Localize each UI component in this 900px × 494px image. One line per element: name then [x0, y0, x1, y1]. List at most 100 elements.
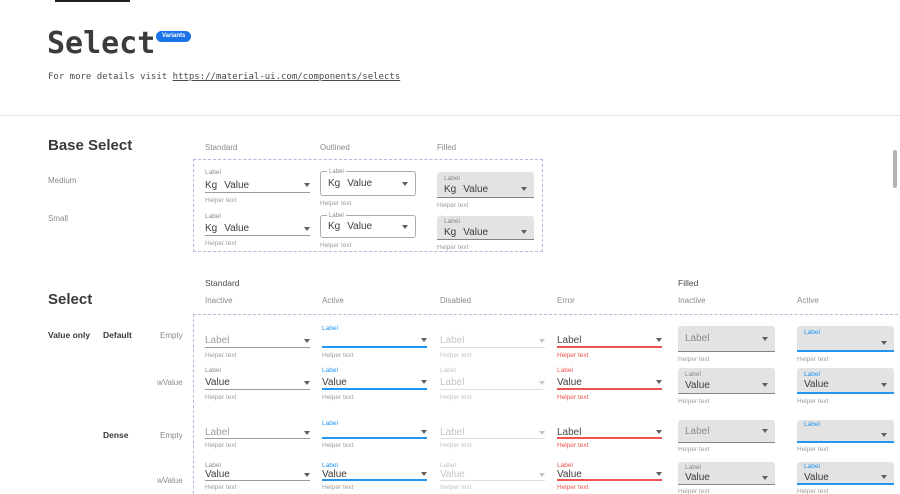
- dropdown-arrow-icon: [762, 429, 768, 433]
- base-select-spec-frame: [193, 159, 543, 252]
- select-control[interactable]: Label: [678, 420, 775, 443]
- select-control[interactable]: Label Value: [797, 368, 894, 394]
- select-dense-error-wvalue: Label Value Helper text: [557, 461, 662, 491]
- select-control[interactable]: Label Kg Value: [437, 216, 534, 240]
- select-control[interactable]: Value: [205, 376, 310, 390]
- select-standard-inactive-empty: Label Helper text: [205, 324, 310, 359]
- floating-label: [205, 419, 310, 427]
- floating-label: Label: [205, 367, 221, 374]
- floating-label: Label: [804, 421, 820, 428]
- helper-text: Helper text: [320, 242, 352, 249]
- helper-text: Helper text: [205, 352, 237, 359]
- dropdown-arrow-icon: [539, 380, 545, 385]
- select-value: Label: [557, 426, 582, 438]
- select-dense-active-empty: Label Helper text: [322, 419, 427, 449]
- dropdown-arrow-icon: [762, 383, 768, 387]
- row-header-wvalue-default: wValue: [157, 378, 183, 387]
- col-header-error: Error: [557, 296, 575, 305]
- select-control[interactable]: Label Value: [678, 462, 775, 485]
- base-select-filled-small: Label Kg Value Helper text: [437, 216, 534, 251]
- select-control[interactable]: Value: [557, 469, 662, 481]
- select-standard-active-wvalue: Label Value Helper text: [322, 366, 427, 401]
- select-control[interactable]: Value: [440, 469, 545, 481]
- helper-text: Helper text: [678, 398, 710, 405]
- select-control[interactable]: Value: [557, 376, 662, 390]
- dropdown-arrow-icon: [881, 433, 887, 437]
- floating-label: [440, 419, 545, 427]
- col-header-disabled: Disabled: [440, 296, 472, 305]
- select-control[interactable]: Label: [205, 427, 310, 439]
- floating-label: Label: [444, 218, 460, 225]
- col-header-filled-inactive: Inactive: [678, 296, 706, 305]
- adornment: Kg: [328, 178, 341, 189]
- floating-label: Label: [444, 175, 460, 182]
- dropdown-arrow-icon: [539, 472, 545, 477]
- material-ui-link[interactable]: https://material-ui.com/components/selec…: [172, 72, 401, 82]
- subtitle: For more details visit https://material-…: [48, 72, 400, 82]
- select-control[interactable]: Label: [797, 420, 894, 443]
- select-control[interactable]: Label Kg Value: [437, 172, 534, 198]
- adornment: Kg: [205, 179, 218, 191]
- floating-label: Label: [205, 169, 221, 176]
- adornment: Kg: [205, 223, 218, 234]
- dropdown-arrow-icon: [521, 187, 527, 191]
- select-control[interactable]: Label Value: [678, 368, 775, 394]
- select-value: Label: [557, 334, 582, 346]
- select-dense-inactive-wvalue: Label Value Helper text: [205, 461, 310, 491]
- select-control[interactable]: Label Value: [797, 462, 894, 485]
- select-control[interactable]: Label: [557, 334, 662, 348]
- select-control[interactable]: Label: [440, 334, 545, 348]
- base-select-heading: Base Select: [48, 137, 133, 154]
- row-header-small: Small: [48, 214, 69, 223]
- select-dense-error-empty: Label Helper text: [557, 419, 662, 449]
- select-control[interactable]: Value: [205, 469, 310, 481]
- select-dense-inactive-empty: Label Helper text: [205, 419, 310, 449]
- select-value: Value: [557, 468, 582, 480]
- helper-text: Helper text: [797, 356, 829, 363]
- select-value: Value: [224, 223, 250, 234]
- select-value: Value: [804, 379, 829, 390]
- base-select-outlined-small: Label Kg Value Helper text: [320, 212, 416, 249]
- select-filled-active-wvalue: Label Value Helper text: [797, 368, 894, 405]
- select-control[interactable]: Label: [205, 334, 310, 348]
- select-control[interactable]: [322, 334, 427, 348]
- select-filled-inactive-wvalue: Label Value Helper text: [678, 368, 775, 405]
- select-control[interactable]: Label Kg Value: [320, 212, 416, 238]
- row-group-value-only: Value only: [48, 330, 91, 340]
- select-control[interactable]: Value: [322, 376, 427, 390]
- helper-text: Helper text: [797, 446, 829, 453]
- select-value: Value: [440, 469, 465, 480]
- select-value: Value: [205, 469, 230, 480]
- dropdown-arrow-icon: [762, 475, 768, 480]
- select-standard-error-empty: Label Helper text: [557, 324, 662, 359]
- select-control[interactable]: Label: [797, 326, 894, 352]
- adornment: Kg: [444, 226, 457, 238]
- select-control[interactable]: Value: [322, 469, 427, 481]
- select-value: Value: [804, 471, 829, 483]
- scrollbar-thumb[interactable]: [893, 150, 897, 188]
- select-heading: Select: [48, 291, 93, 308]
- select-spec-frame: [193, 314, 900, 494]
- select-value: Label: [440, 427, 465, 438]
- subtitle-text: For more details visit: [48, 72, 173, 82]
- select-control[interactable]: Label Kg Value: [320, 168, 416, 196]
- select-value: Value: [463, 183, 489, 195]
- helper-text: Helper text: [322, 394, 354, 401]
- dropdown-arrow-icon: [421, 430, 427, 434]
- select-control[interactable]: Label: [557, 427, 662, 439]
- select-filled-dense-inactive-empty: Label Helper text: [678, 420, 775, 453]
- select-control[interactable]: Label: [440, 376, 545, 390]
- select-control[interactable]: Kg Value: [205, 178, 310, 193]
- select-control[interactable]: Kg Value: [205, 222, 310, 236]
- select-control[interactable]: Label: [678, 326, 775, 352]
- select-control[interactable]: Label: [440, 427, 545, 439]
- helper-text: Helper text: [437, 244, 469, 251]
- helper-text: Helper text: [557, 442, 589, 449]
- floating-label: Label: [557, 367, 573, 374]
- floating-label: Label: [804, 463, 820, 470]
- select-control[interactable]: [322, 427, 427, 439]
- select-value: Label: [440, 377, 465, 388]
- floating-label: Label: [327, 168, 346, 176]
- dropdown-arrow-icon: [304, 338, 310, 343]
- dropdown-arrow-icon: [881, 382, 887, 387]
